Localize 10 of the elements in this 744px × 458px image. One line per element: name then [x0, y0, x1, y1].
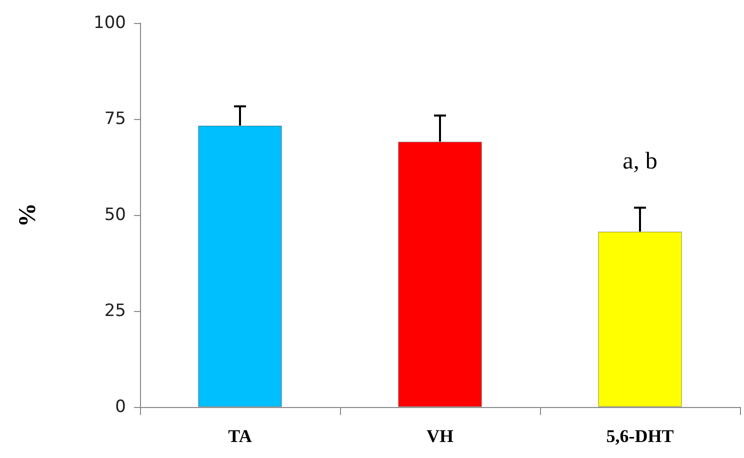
x-tick-label: TA: [228, 426, 252, 446]
x-tick-label: VH: [426, 426, 454, 446]
y-axis-title: %: [15, 203, 41, 227]
y-tick-label: 100: [94, 13, 126, 33]
y-tick-label: 0: [115, 397, 126, 417]
annotation: a, b: [622, 148, 658, 175]
x-tick-label: 5,6-DHT: [606, 426, 674, 446]
y-tick-label: 25: [104, 301, 126, 321]
y-tick-label: 75: [104, 109, 126, 129]
y-tick-label: 50: [104, 205, 126, 225]
